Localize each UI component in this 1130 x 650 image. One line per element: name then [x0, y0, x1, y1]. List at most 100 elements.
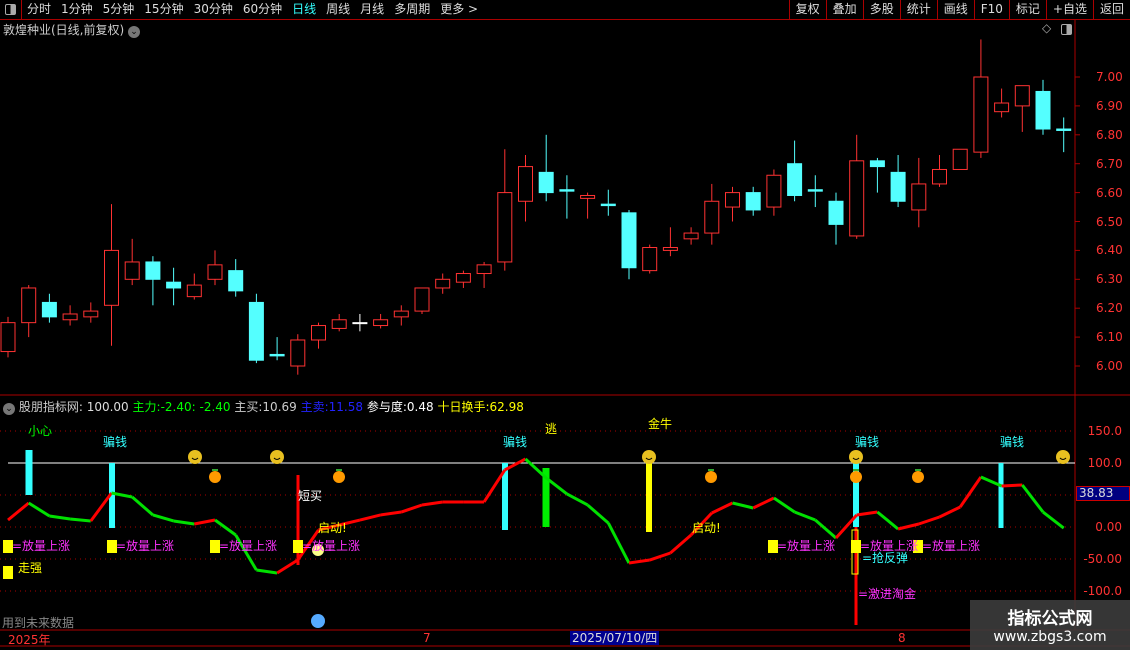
candle-body [994, 102, 1010, 113]
orange-leaf [853, 469, 859, 471]
candle-body [621, 212, 637, 269]
tool-button-3[interactable]: 统计 [899, 0, 937, 19]
candle-body [766, 174, 782, 208]
main-v2: : -2.40 [191, 400, 231, 414]
candle-body [435, 278, 451, 289]
period-tab-0[interactable]: 分时 [27, 2, 52, 16]
period-tab-7[interactable]: 周线 [326, 2, 351, 16]
candle-body [311, 325, 326, 341]
period-tab-1[interactable]: 1分钟 [61, 2, 93, 16]
yellow-square-marker [293, 540, 303, 553]
dropdown-chevron-icon[interactable]: ⌄ [128, 26, 141, 38]
smiley-icon [642, 450, 656, 464]
buy-label: 主买: [234, 400, 263, 414]
period-tab-6[interactable]: 日线 [292, 2, 317, 16]
tool-button-0[interactable]: 复权 [788, 0, 826, 19]
candle-body [1056, 128, 1072, 131]
indicator-line-segment [918, 515, 940, 526]
period-tab-9[interactable]: 多周期 [394, 2, 431, 16]
yellow-square-marker [851, 540, 861, 553]
indicator-line-segment [545, 476, 568, 496]
candle-body [124, 261, 140, 280]
label-fangliang-2: =放量上涨 [219, 539, 278, 553]
indicator-chevron-icon[interactable]: ⌄ [3, 403, 15, 415]
indicator-line-segment [752, 496, 775, 510]
smiley-mouth [1059, 457, 1067, 460]
smiley-mouth [191, 457, 199, 460]
indicator-line-segment [194, 518, 216, 526]
period-tab-2[interactable]: 5分钟 [102, 2, 135, 16]
smiley-icon [849, 450, 863, 464]
indicator-value-box: 38.83 [1076, 486, 1130, 501]
tool-button-8[interactable]: 返回 [1092, 0, 1130, 19]
indicator-tick: -100.0 [1083, 584, 1122, 598]
candle-body [725, 192, 740, 208]
indicator-line-segment [152, 513, 175, 523]
layout-toggle-icon[interactable] [0, 0, 22, 19]
tool-button-6[interactable]: 标记 [1008, 0, 1046, 19]
orange-fruit-icon [333, 471, 345, 483]
indicator-line-segment [296, 529, 320, 561]
indicator-line-segment [980, 475, 1003, 488]
label-pianqian-1: 骗钱 [503, 435, 528, 449]
tool-button-2[interactable]: 多股 [862, 0, 900, 19]
sell-value: 11.58 [328, 400, 364, 414]
date-year: 2025年 [8, 633, 51, 647]
period-tab-8[interactable]: 月线 [360, 2, 385, 16]
period-tab-4[interactable]: 30分钟 [193, 2, 233, 16]
indicator-line-segment [586, 503, 610, 525]
panel-toggle-icon[interactable] [1061, 24, 1072, 35]
indicator-line-segment [773, 496, 796, 514]
price-tick: 6.90 [1096, 98, 1123, 113]
candle-body [21, 287, 37, 324]
tool-button-7[interactable]: +自选 [1045, 0, 1093, 19]
tool-button-1[interactable]: 叠加 [825, 0, 863, 19]
candle-body [62, 313, 78, 321]
smiley-icon [188, 450, 202, 464]
price-tick: 6.30 [1096, 272, 1123, 287]
indicator-line-segment [1042, 510, 1065, 530]
indicator-line-segment [214, 518, 237, 537]
turnover-label: 十日换手: [437, 400, 490, 414]
candle-body [104, 249, 119, 306]
indicator-line-segment [504, 457, 527, 472]
orange-fruit-icon [850, 471, 862, 483]
signal-bar-yellow [646, 463, 652, 532]
candle-body [497, 192, 513, 263]
indicator-line-segment [359, 513, 381, 522]
candle-body [0, 322, 16, 353]
smiley-icon [1056, 450, 1070, 464]
candle-body [83, 310, 99, 318]
label-fangliang-5: =放量上涨 [860, 539, 919, 553]
candle-body [476, 264, 492, 275]
label-jijin: =激进淘金 [858, 587, 917, 601]
indicator-line-segment [1021, 484, 1045, 513]
period-tab-10[interactable]: 更多 > [440, 2, 479, 16]
candle-body [745, 192, 761, 211]
period-tab-5[interactable]: 60分钟 [242, 2, 283, 16]
indicator-name: 股朋指标网 [18, 400, 79, 414]
indicator-line-segment [69, 517, 91, 523]
sell-label: 主卖: [300, 400, 329, 414]
indicator-line-segment [711, 501, 734, 515]
period-tab-3[interactable]: 15分钟 [144, 2, 184, 16]
label-fangliang-1: =放量上涨 [116, 539, 175, 553]
signal-bar-cyan [853, 463, 859, 527]
label-duanmai: 短买 [298, 489, 323, 503]
signal-bar-cyan [109, 463, 115, 528]
candle-body [580, 194, 596, 199]
participation-label: 参与度: [366, 400, 407, 414]
candle-body [166, 281, 182, 289]
indicator-line-segment [669, 533, 693, 555]
diamond-icon[interactable]: ◇ [1042, 21, 1052, 35]
label-fangliang-0: =放量上涨 [12, 539, 71, 553]
tool-button-5[interactable]: F10 [973, 0, 1009, 19]
label-qiangfantan: =抢反弹 [862, 551, 909, 565]
label-pianqian-0: 骗钱 [103, 435, 128, 449]
candle-body [414, 287, 430, 312]
indicator-line-segment [276, 558, 299, 575]
candle-body [704, 200, 720, 234]
indicator-line-segment [524, 457, 548, 480]
tool-button-4[interactable]: 画线 [936, 0, 974, 19]
